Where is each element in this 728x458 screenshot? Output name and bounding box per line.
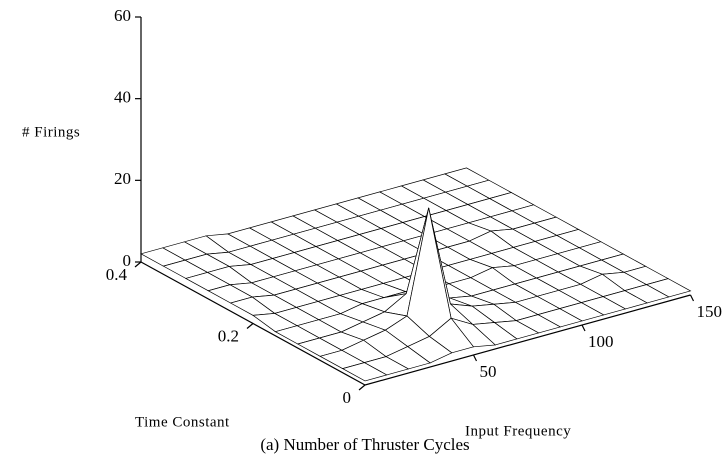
z-tick-label: 40 — [114, 88, 131, 107]
y-axis-label: Time Constant — [135, 414, 230, 430]
x-axis-label: Input Frequency — [465, 423, 571, 439]
z-tick-label: 20 — [114, 169, 131, 188]
y-tick-label: 0.4 — [106, 265, 128, 284]
x-axis — [364, 294, 691, 386]
x-tick — [689, 294, 695, 302]
x-tick-label: 100 — [588, 332, 614, 351]
surface-patch — [341, 362, 388, 382]
y-tick-label: 0.2 — [218, 326, 239, 345]
chart-title: (a) Number of Thruster Cycles — [260, 435, 469, 454]
x-tick-label: 50 — [480, 362, 497, 381]
z-tick-label: 0 — [123, 251, 132, 270]
y-tick — [134, 261, 142, 268]
y-tick-label: 0 — [343, 388, 352, 407]
z-tick-label: 60 — [114, 6, 131, 25]
z-axis-label: # Firings — [22, 124, 80, 140]
x-tick — [472, 354, 478, 362]
y-tick — [358, 384, 366, 391]
x-tick — [581, 324, 586, 332]
x-tick-label: 150 — [697, 302, 723, 321]
y-tick — [246, 323, 254, 329]
